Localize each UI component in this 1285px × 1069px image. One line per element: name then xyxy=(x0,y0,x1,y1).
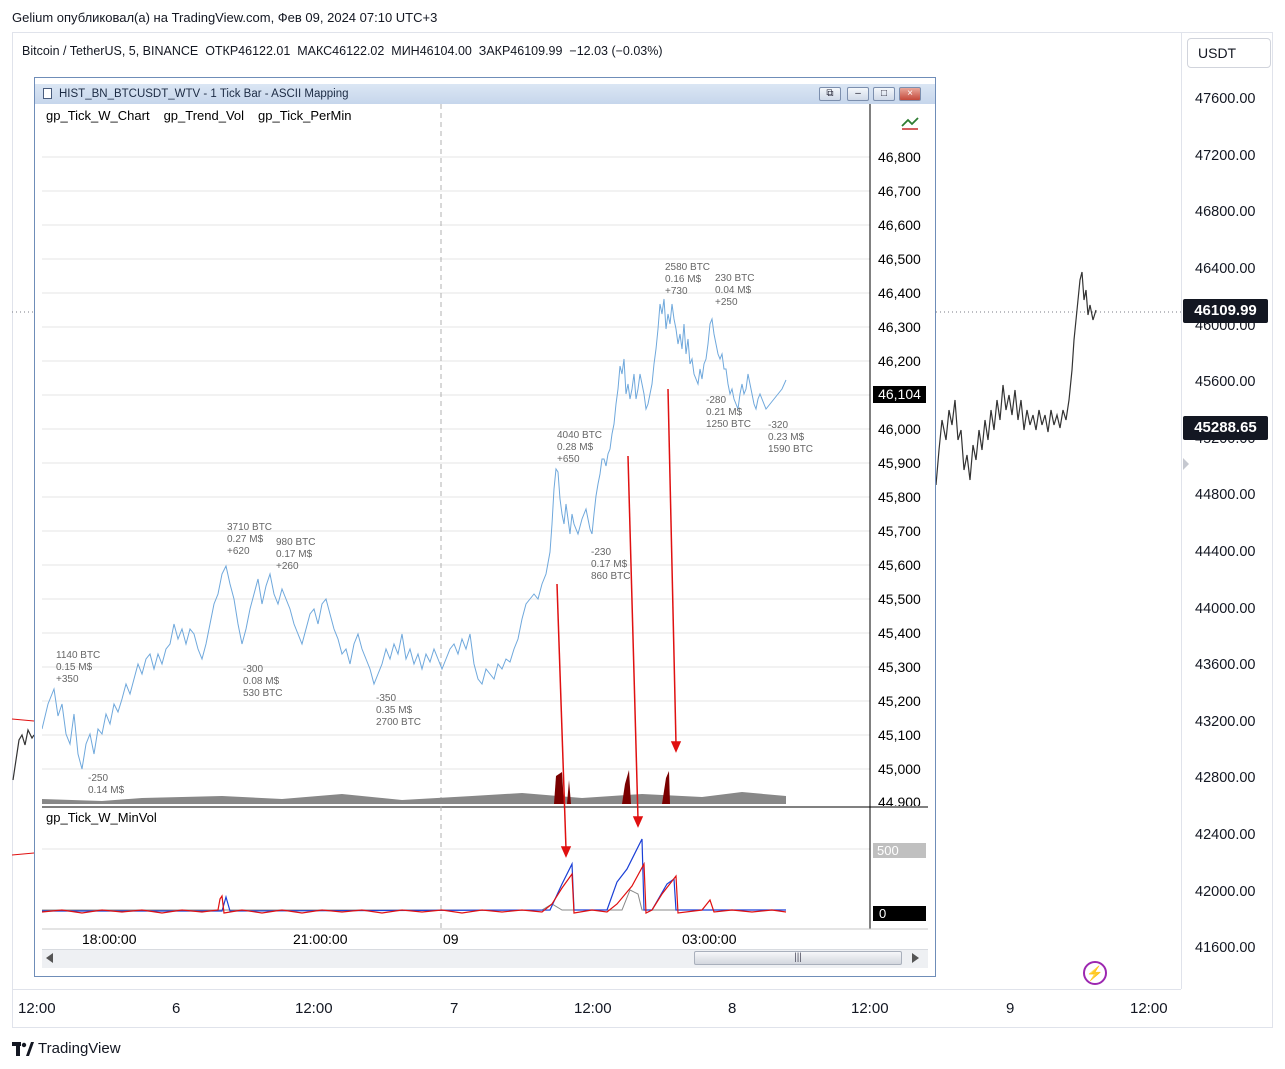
window-price-label: 45,400 xyxy=(878,625,921,641)
last-price-tag: 46109.99 xyxy=(1183,299,1268,323)
price-tag: 45288.65 xyxy=(1183,416,1268,440)
price-change: −12.03 (−0.03%) xyxy=(569,44,663,58)
window-chart-canvas[interactable] xyxy=(42,104,928,949)
price-axis-label: 41600.00 xyxy=(1195,940,1256,956)
indicator-name[interactable]: gp_Tick_W_Chart xyxy=(46,108,150,123)
lightning-icon[interactable]: ⚡ xyxy=(1083,961,1107,985)
window-price-label: 45,800 xyxy=(878,489,921,505)
chart-annotation: -230 0.17 M$ 860 BTC xyxy=(591,547,631,582)
time-axis[interactable] xyxy=(12,989,1181,1028)
price-axis-label: 46400.00 xyxy=(1195,261,1256,277)
price-axis[interactable] xyxy=(1181,33,1274,989)
price-axis-label: 42800.00 xyxy=(1195,770,1256,786)
time-axis-label: 12:00 xyxy=(1130,1000,1168,1017)
window-price-label: 45,100 xyxy=(878,727,921,743)
chart-settings-icon[interactable] xyxy=(900,115,920,131)
time-axis-label: 12:00 xyxy=(851,1000,889,1017)
scrollbar-thumb[interactable]: ||| xyxy=(694,951,902,965)
chart-annotation: -250 0.14 M$ xyxy=(88,773,125,796)
time-axis-label: 7 xyxy=(450,1000,459,1017)
window-title: HIST_BN_BTCUSDT_WTV - 1 Tick Bar - ASCII… xyxy=(59,88,349,100)
symbol-name[interactable]: Bitcoin / TetherUS, 5, BINANCE xyxy=(22,44,199,58)
window-price-label: 45,000 xyxy=(878,761,921,777)
window-price-label: 45,700 xyxy=(878,523,921,539)
price-axis-label: 44400.00 xyxy=(1195,544,1256,560)
time-axis-label: 8 xyxy=(728,1000,737,1017)
subpanel-indicator-name[interactable]: gp_Tick_W_MinVol xyxy=(46,810,157,825)
window-price-label: 46,000 xyxy=(878,421,921,437)
minimize-icon[interactable]: – xyxy=(847,87,869,101)
window-price-label: 46,200 xyxy=(878,353,921,369)
ohlc-open: ОТКР46122.01 xyxy=(205,44,291,58)
window-price-label: 46,700 xyxy=(878,183,921,199)
window-time-label: 21:00:00 xyxy=(293,931,348,947)
chart-annotation: -350 0.35 M$ 2700 BTC xyxy=(376,693,422,728)
chart-annotation: -320 0.23 M$ 1590 BTC xyxy=(768,420,814,455)
publish-header: Gelium опубликовал(а) на TradingView.com… xyxy=(12,10,438,25)
time-axis-label: 12:00 xyxy=(295,1000,333,1017)
price-axis-label: 47600.00 xyxy=(1195,91,1256,107)
window-price-label: 46,800 xyxy=(878,149,921,165)
indicator-name[interactable]: gp_Tick_PerMin xyxy=(258,108,352,123)
time-axis-label: 6 xyxy=(172,1000,181,1017)
maximize-icon[interactable]: □ xyxy=(873,87,895,101)
window-time-label: 18:00:00 xyxy=(82,931,137,947)
price-axis-label: 43200.00 xyxy=(1195,714,1256,730)
indicator-name[interactable]: gp_Trend_Vol xyxy=(163,108,245,123)
chart-annotation: 230 BTC 0.04 M$ +250 xyxy=(715,273,755,308)
scroll-marker-icon xyxy=(1183,458,1189,470)
window-price-label: 46,300 xyxy=(878,319,921,335)
ohlc-high: МАКС46122.02 xyxy=(297,44,385,58)
chart-annotation: -300 0.08 M$ 530 BTC xyxy=(243,664,283,699)
chart-annotation: 1140 BTC 0.15 M$ +350 xyxy=(56,650,101,685)
price-axis-label: 44000.00 xyxy=(1195,601,1256,617)
restore-icon[interactable]: ⧉ xyxy=(819,87,841,101)
tradingview-logo-icon xyxy=(12,1041,34,1056)
tradingview-logo-text: TradingView xyxy=(38,1040,121,1057)
chart-annotation: 3710 BTC 0.27 M$ +620 xyxy=(227,522,273,557)
currency-selector[interactable]: USDT xyxy=(1187,38,1271,68)
window-price-label: 45,500 xyxy=(878,591,921,607)
time-axis-label: 9 xyxy=(1006,1000,1015,1017)
chart-frame xyxy=(12,32,1273,1028)
price-axis-label: 44800.00 xyxy=(1195,487,1256,503)
time-axis-label: 12:00 xyxy=(18,1000,56,1017)
price-axis-label: 42000.00 xyxy=(1195,884,1256,900)
window-chart-area[interactable] xyxy=(42,104,928,970)
window-price-label: 45,900 xyxy=(878,455,921,471)
scroll-right-icon[interactable] xyxy=(912,953,920,963)
chart-annotation: 4040 BTC 0.28 M$ +650 xyxy=(557,430,603,465)
window-price-label: 46,500 xyxy=(878,251,921,267)
window-price-label: 46,600 xyxy=(878,217,921,233)
price-axis-label: 42400.00 xyxy=(1195,827,1256,843)
price-axis-label: 46800.00 xyxy=(1195,204,1256,220)
time-axis-label: 12:00 xyxy=(574,1000,612,1017)
price-axis-label: 47200.00 xyxy=(1195,148,1256,164)
price-axis-label: 45600.00 xyxy=(1195,374,1256,390)
window-price-label: 44,900 xyxy=(878,794,921,806)
chart-annotation: -280 0.21 M$ 1250 BTC xyxy=(706,395,752,430)
subpanel-zero-tag: 0 xyxy=(873,906,926,921)
ohlc-low: МИН46104.00 xyxy=(391,44,472,58)
window-time-label: 09 xyxy=(443,931,459,947)
window-price-label: 45,600 xyxy=(878,557,921,573)
window-last-price-tag: 46,104 xyxy=(873,386,926,403)
price-axis-label: 43600.00 xyxy=(1195,657,1256,673)
document-icon xyxy=(43,88,52,99)
indicator-legend: gp_Tick_W_Chart gp_Trend_Vol gp_Tick_Per… xyxy=(46,108,352,123)
window-titlebar[interactable]: HIST_BN_BTCUSDT_WTV - 1 Tick Bar - ASCII… xyxy=(35,84,935,104)
chart-annotation: 980 BTC 0.17 M$ +260 xyxy=(276,537,316,572)
chart-annotation: 2580 BTC 0.16 M$ +730 xyxy=(665,262,711,297)
tradingview-logo[interactable]: TradingView xyxy=(12,1040,121,1057)
symbol-legend[interactable]: Bitcoin / TetherUS, 5, BINANCE ОТКР46122… xyxy=(22,44,663,58)
close-icon[interactable]: × xyxy=(899,87,921,101)
scroll-left-icon[interactable] xyxy=(46,953,54,963)
window-price-label: 46,400 xyxy=(878,285,921,301)
window-price-label: 45,200 xyxy=(878,693,921,709)
ohlc-close: ЗАКР46109.99 xyxy=(478,44,563,58)
subpanel-level-tag: 500 xyxy=(873,843,926,858)
window-time-label: 03:00:00 xyxy=(682,931,737,947)
window-price-label: 45,300 xyxy=(878,659,921,675)
